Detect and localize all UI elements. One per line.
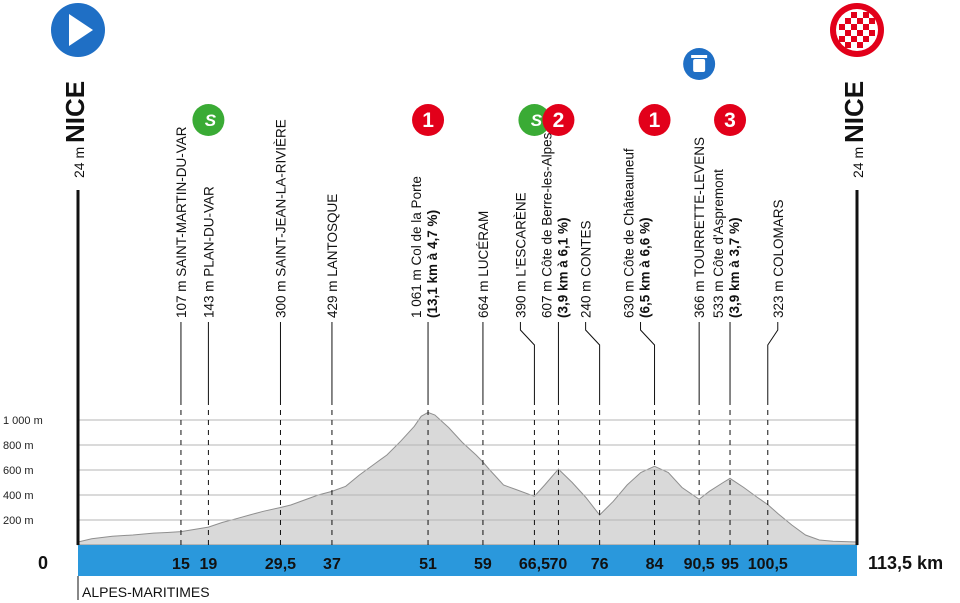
sprint-icon-glyph: S (531, 111, 543, 130)
point-label: 630 m Côte de Châteauneuf (622, 148, 637, 318)
finish-flag-square (857, 42, 863, 48)
bin-lid (691, 55, 708, 58)
finish-flag-square (863, 36, 869, 42)
leader-line (640, 322, 656, 400)
km-label: 51 (419, 556, 437, 573)
km-label: 59 (474, 556, 492, 573)
y-tick-label: 800 m (3, 440, 34, 452)
point-label: 390 m L'ESCARÈNE (513, 192, 528, 318)
climb-category-number: 1 (422, 109, 434, 132)
climb-category-icon (638, 104, 671, 136)
finish-flag-square (857, 30, 863, 36)
point-label: 300 m SAINT-JEAN-LA-RIVIÈRE (273, 119, 288, 318)
climb-category-icon (542, 104, 575, 136)
x-zero-label: 0 (38, 553, 48, 573)
climb-category-icon (412, 104, 445, 136)
point-label: 143 m PLAN-DU-VAR (201, 186, 216, 318)
finish-flag-square (851, 24, 857, 30)
point-labels-layer: 15 107 m SAINT-MARTIN-DU-VAR 19 143 m PLAN-… (172, 119, 788, 573)
sprint-icon (192, 104, 225, 136)
km-label: 90,5 (684, 556, 715, 573)
km-label: 29,5 (265, 556, 296, 573)
km-label: 76 (591, 556, 609, 573)
km-label: 37 (323, 556, 341, 573)
climb-category-number: 2 (553, 109, 565, 132)
finish-flag-square (845, 30, 851, 36)
point-detail-label: (13,1 km à 4,7 %) (425, 210, 440, 318)
finish-altitude: 24 m NICE (839, 81, 869, 178)
y-tick-label: 400 m (3, 490, 34, 502)
elevation-profile (77, 411, 858, 546)
point-label: 1 061 m Col de la Porte (409, 176, 424, 318)
point-label: 607 m Côte de Berre-les-Alpes (539, 132, 554, 318)
point-label: 240 m CONTES (579, 220, 594, 318)
point-label: 664 m LUCÉRAM (476, 211, 491, 318)
km-label: 19 (200, 556, 218, 573)
km-label: 66,5 (519, 556, 550, 573)
finish-flag-square (839, 36, 845, 42)
region-label: ALPES-MARITIMES (82, 584, 210, 600)
start-altitude: 24 m NICE (60, 81, 90, 178)
finish-flag-square (869, 18, 875, 24)
point-label: 429 m LANTOSQUE (325, 194, 340, 318)
leader-line (519, 322, 535, 400)
point-label: 107 m SAINT-MARTIN-DU-VAR (174, 126, 189, 318)
y-tick-label: 200 m (3, 515, 34, 527)
finish-flag-square (857, 18, 863, 24)
start-town-label: NICE (60, 81, 90, 143)
point-detail-label: (3,9 km à 6,1 %) (555, 217, 570, 318)
km-label: 100,5 (748, 556, 788, 573)
x-end-label: 113,5 km (868, 553, 943, 573)
finish-flag-square (863, 24, 869, 30)
leader-line (585, 322, 601, 400)
point-detail-label: (3,9 km à 3,7 %) (727, 217, 742, 318)
climb-category-icon (714, 104, 747, 136)
finish-town-label: NICE (839, 81, 869, 143)
km-label: 84 (646, 556, 664, 573)
point-label: 323 m COLOMARS (771, 199, 786, 318)
climb-category-number: 3 (724, 109, 736, 132)
distance-band (78, 545, 857, 576)
finish-flag-square (863, 12, 869, 18)
climb-category-number: 1 (649, 109, 661, 132)
distance-band-layer: 0 113,5 km ALPES-MARITIMES (38, 545, 943, 600)
profile-area-layer (77, 411, 858, 546)
start-finish-layer: 24 m NICE 24 m NICE (51, 3, 884, 545)
finish-flag-square (851, 12, 857, 18)
point-label: 533 m Côte d'Aspremont (711, 169, 726, 318)
point-detail-label: (6,5 km à 6,6 %) (638, 217, 653, 318)
finish-flag-square (839, 24, 845, 30)
start-play-glyph (69, 14, 93, 46)
y-tick-label: 1 000 m (3, 415, 43, 427)
bin-body (693, 59, 706, 72)
finish-flag-square (869, 30, 875, 36)
km-label: 70 (550, 556, 568, 573)
finish-flag-square (845, 42, 851, 48)
point-label: 366 m TOURRETTE-LEVENS (692, 137, 707, 318)
finish-flag-square (851, 36, 857, 42)
y-tick-label: 600 m (3, 465, 34, 477)
sprint-icon (518, 104, 551, 136)
km-label: 15 (172, 556, 190, 573)
finish-flag-square (845, 18, 851, 24)
km-label: 95 (721, 556, 739, 573)
leader-line (767, 322, 779, 400)
sprint-icon-glyph: S (205, 111, 217, 130)
